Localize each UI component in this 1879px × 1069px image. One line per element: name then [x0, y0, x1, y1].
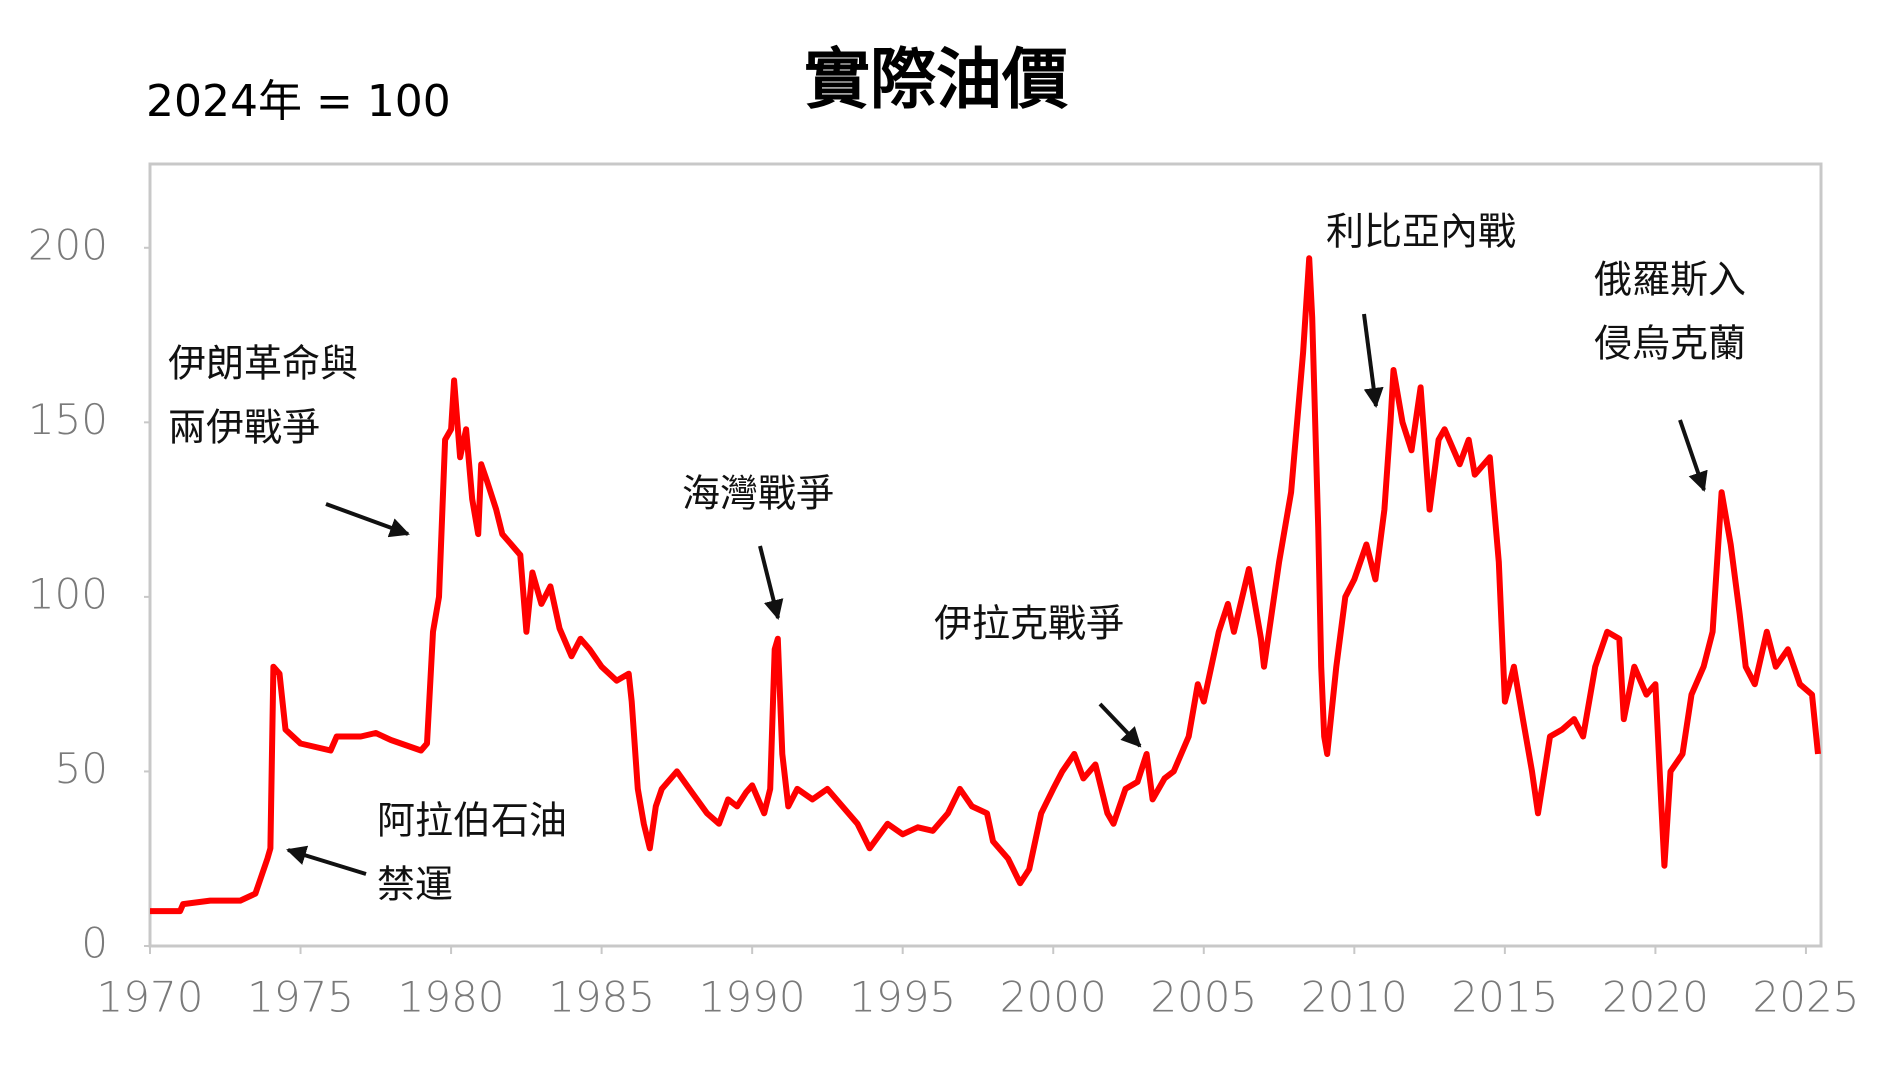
annotation: 禁運: [377, 863, 453, 907]
annotation-arrow: [325, 502, 410, 538]
annotation: 海灣戰爭: [682, 472, 834, 516]
x-tick-label: 1975: [247, 973, 354, 1022]
annotation-arrow: [286, 845, 367, 876]
annotation: 侵烏克蘭: [1594, 322, 1746, 366]
annotation: 俄羅斯入: [1594, 258, 1746, 302]
annotation-arrow: [1098, 702, 1142, 748]
annotation-arrow: [1362, 313, 1384, 408]
y-tick-label: 50: [55, 744, 108, 793]
price-line: [150, 255, 1821, 915]
x-tick-label: 1970: [97, 973, 204, 1022]
annotation: 阿拉伯石油: [377, 799, 567, 843]
plot-frame: [148, 162, 1823, 948]
annotation: 利比亞內戰: [1326, 210, 1516, 254]
annotation-arrow: [758, 545, 784, 620]
x-tick-label: 1990: [699, 973, 806, 1022]
chart-subtitle: 2024年 = 100: [146, 76, 451, 127]
y-tick-label: 0: [81, 919, 108, 968]
x-tick-label: 2015: [1451, 973, 1558, 1022]
x-tick-label: 2025: [1753, 973, 1860, 1022]
annotation: 兩伊戰爭: [168, 406, 320, 450]
x-tick-label: 2005: [1150, 973, 1257, 1022]
annotation: 伊朗革命與: [168, 342, 358, 386]
chart-title: 實際油價: [804, 41, 1068, 118]
x-tick-label: 1980: [398, 973, 505, 1022]
x-tick-label: 2020: [1602, 973, 1709, 1022]
x-tick-label: 1995: [849, 973, 956, 1022]
x-tick-label: 2010: [1301, 973, 1408, 1022]
y-tick-label: 150: [28, 395, 108, 444]
annotation-arrow: [1678, 419, 1708, 492]
x-tick-label: 2000: [1000, 973, 1107, 1022]
annotation: 伊拉克戰爭: [934, 602, 1124, 646]
y-tick-label: 100: [28, 569, 108, 618]
x-tick-label: 1985: [548, 973, 655, 1022]
y-tick-label: 200: [28, 220, 108, 269]
